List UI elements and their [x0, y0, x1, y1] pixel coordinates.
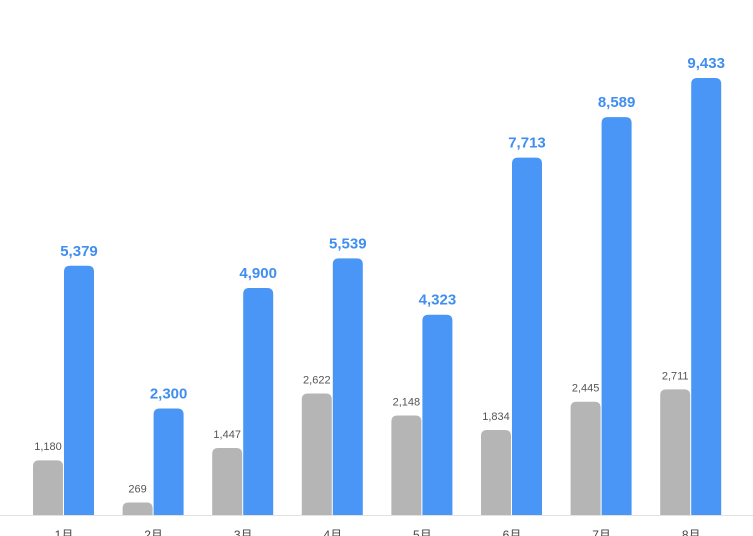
blue-value-label: 2,300	[150, 385, 188, 402]
bar	[481, 430, 511, 515]
bar	[212, 447, 243, 515]
blue-value-label: 7,713	[508, 135, 546, 152]
blue-value-label: 4,900	[239, 265, 277, 282]
bar	[64, 265, 94, 515]
bar	[691, 78, 722, 515]
x-tick-label: 5月	[413, 528, 432, 536]
bar	[601, 117, 632, 515]
bar	[660, 389, 691, 515]
gray-value-label: 2,148	[393, 396, 421, 408]
x-tick-label: 7月	[592, 528, 611, 536]
gray-value-label: 269	[128, 483, 146, 495]
x-tick-label: 3月	[234, 528, 253, 536]
bar	[153, 408, 184, 515]
x-tick-label: 8月	[682, 528, 701, 536]
bar	[243, 287, 274, 515]
gray-value-label: 2,445	[572, 383, 600, 395]
gray-value-label: 1,834	[482, 411, 510, 423]
x-tick-label: 6月	[503, 528, 522, 536]
x-tick-label: 2月	[144, 528, 163, 536]
x-tick-label: 4月	[323, 528, 342, 536]
gray-value-label: 1,180	[34, 441, 62, 453]
gray-value-label: 2,622	[303, 374, 331, 386]
bar	[422, 314, 453, 515]
bar	[391, 415, 422, 515]
x-tick-label: 1月	[55, 528, 74, 536]
bar	[122, 502, 153, 515]
bar	[512, 157, 542, 516]
blue-value-label: 9,433	[687, 55, 725, 72]
bar	[33, 460, 63, 515]
gray-value-label: 1,447	[213, 429, 241, 441]
blue-value-label: 5,539	[329, 235, 367, 252]
blue-value-label: 5,379	[60, 243, 98, 260]
bar	[570, 401, 601, 515]
gray-value-label: 2,711	[662, 370, 689, 382]
blue-value-label: 8,589	[598, 94, 636, 111]
bar	[301, 393, 332, 515]
bar	[332, 258, 363, 515]
blue-value-label: 4,323	[419, 292, 457, 309]
